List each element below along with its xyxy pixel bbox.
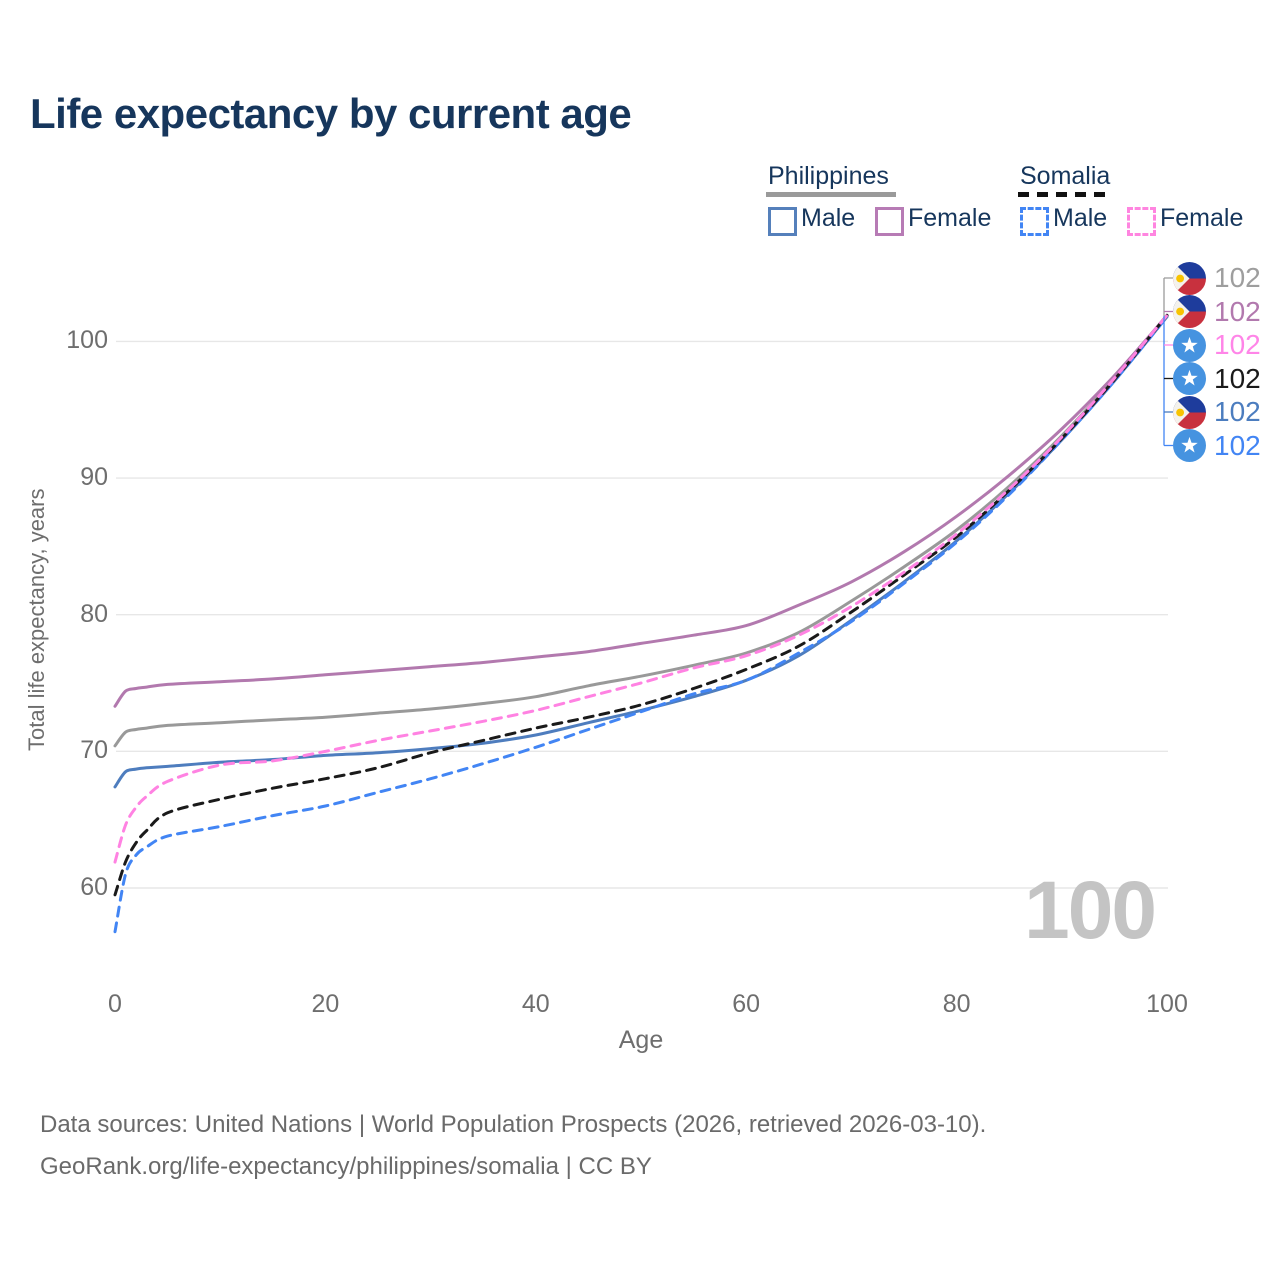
x-tick-label: 0	[108, 990, 122, 1018]
y-tick-label: 70	[80, 736, 108, 765]
y-tick-label: 60	[80, 873, 108, 901]
legend-label-somalia-female: Female	[1160, 204, 1244, 232]
end-label-value: 102	[1214, 362, 1261, 394]
x-tick-label: 100	[1146, 990, 1188, 1018]
philippines-flag-icon	[1173, 395, 1206, 429]
legend-somalia-line-sample	[1018, 192, 1110, 197]
philippines-flag-icon	[1173, 295, 1206, 328]
series-line-philippines-female	[113, 313, 1169, 708]
y-tick-label: 90	[80, 463, 108, 492]
legend-label-somalia-male: Male	[1053, 204, 1108, 232]
legend-philippines-line-sample	[766, 192, 896, 197]
x-tick-label: 80	[942, 990, 971, 1018]
end-label-value: 102	[1214, 329, 1261, 360]
data-sources-text: Data sources: United Nations | World Pop…	[40, 1111, 987, 1138]
legend-label-philippines-female: Female	[908, 204, 992, 232]
page-title: Life expectancy by current age	[30, 90, 632, 137]
end-label-row: 102	[1173, 261, 1261, 295]
end-label-value: 102	[1214, 396, 1261, 427]
series-line-philippines-male	[113, 315, 1169, 789]
legend-group-philippines: Philippines	[768, 162, 889, 190]
series-line-somalia-male	[113, 315, 1169, 934]
legend-swatch-philippines-male-icon	[768, 207, 797, 236]
end-label-row: 102	[1173, 362, 1261, 396]
footer: Data sources: United Nations | World Pop…	[40, 1104, 1190, 1188]
end-label-value: 102	[1214, 429, 1261, 461]
attribution-text: GeoRank.org/life-expectancy/philippines/…	[40, 1153, 652, 1180]
end-label-row: 102	[1173, 429, 1261, 463]
end-label-value: 102	[1214, 262, 1261, 293]
somalia-flag-icon	[1173, 328, 1206, 362]
end-label-row: 102	[1173, 295, 1261, 329]
current-age-watermark: 100	[1024, 865, 1157, 956]
end-label-row: 102	[1173, 395, 1261, 429]
somalia-flag-icon	[1173, 429, 1206, 462]
legend-swatch-philippines-female-icon	[875, 207, 904, 236]
series-line-philippines	[113, 313, 1169, 748]
legend-group-somalia: Somalia	[1020, 162, 1111, 190]
y-tick-label: 100	[66, 326, 108, 355]
somalia-flag-icon	[1173, 362, 1206, 395]
legend-label-philippines-male: Male	[801, 204, 856, 232]
legend-swatch-somalia-female-icon	[1127, 207, 1156, 236]
y-tick-label: 80	[80, 599, 108, 628]
series-line-somalia	[113, 313, 1169, 897]
x-tick-label: 40	[521, 990, 550, 1018]
end-label-row: 102	[1173, 328, 1261, 362]
series-line-somalia-female	[113, 313, 1169, 864]
philippines-flag-icon	[1173, 261, 1206, 295]
legend-swatch-somalia-male-icon	[1020, 207, 1049, 236]
x-tick-label: 20	[311, 990, 340, 1018]
x-tick-label: 60	[732, 990, 761, 1018]
end-label-value: 102	[1214, 295, 1261, 327]
x-axis-title: Age	[618, 1026, 664, 1054]
